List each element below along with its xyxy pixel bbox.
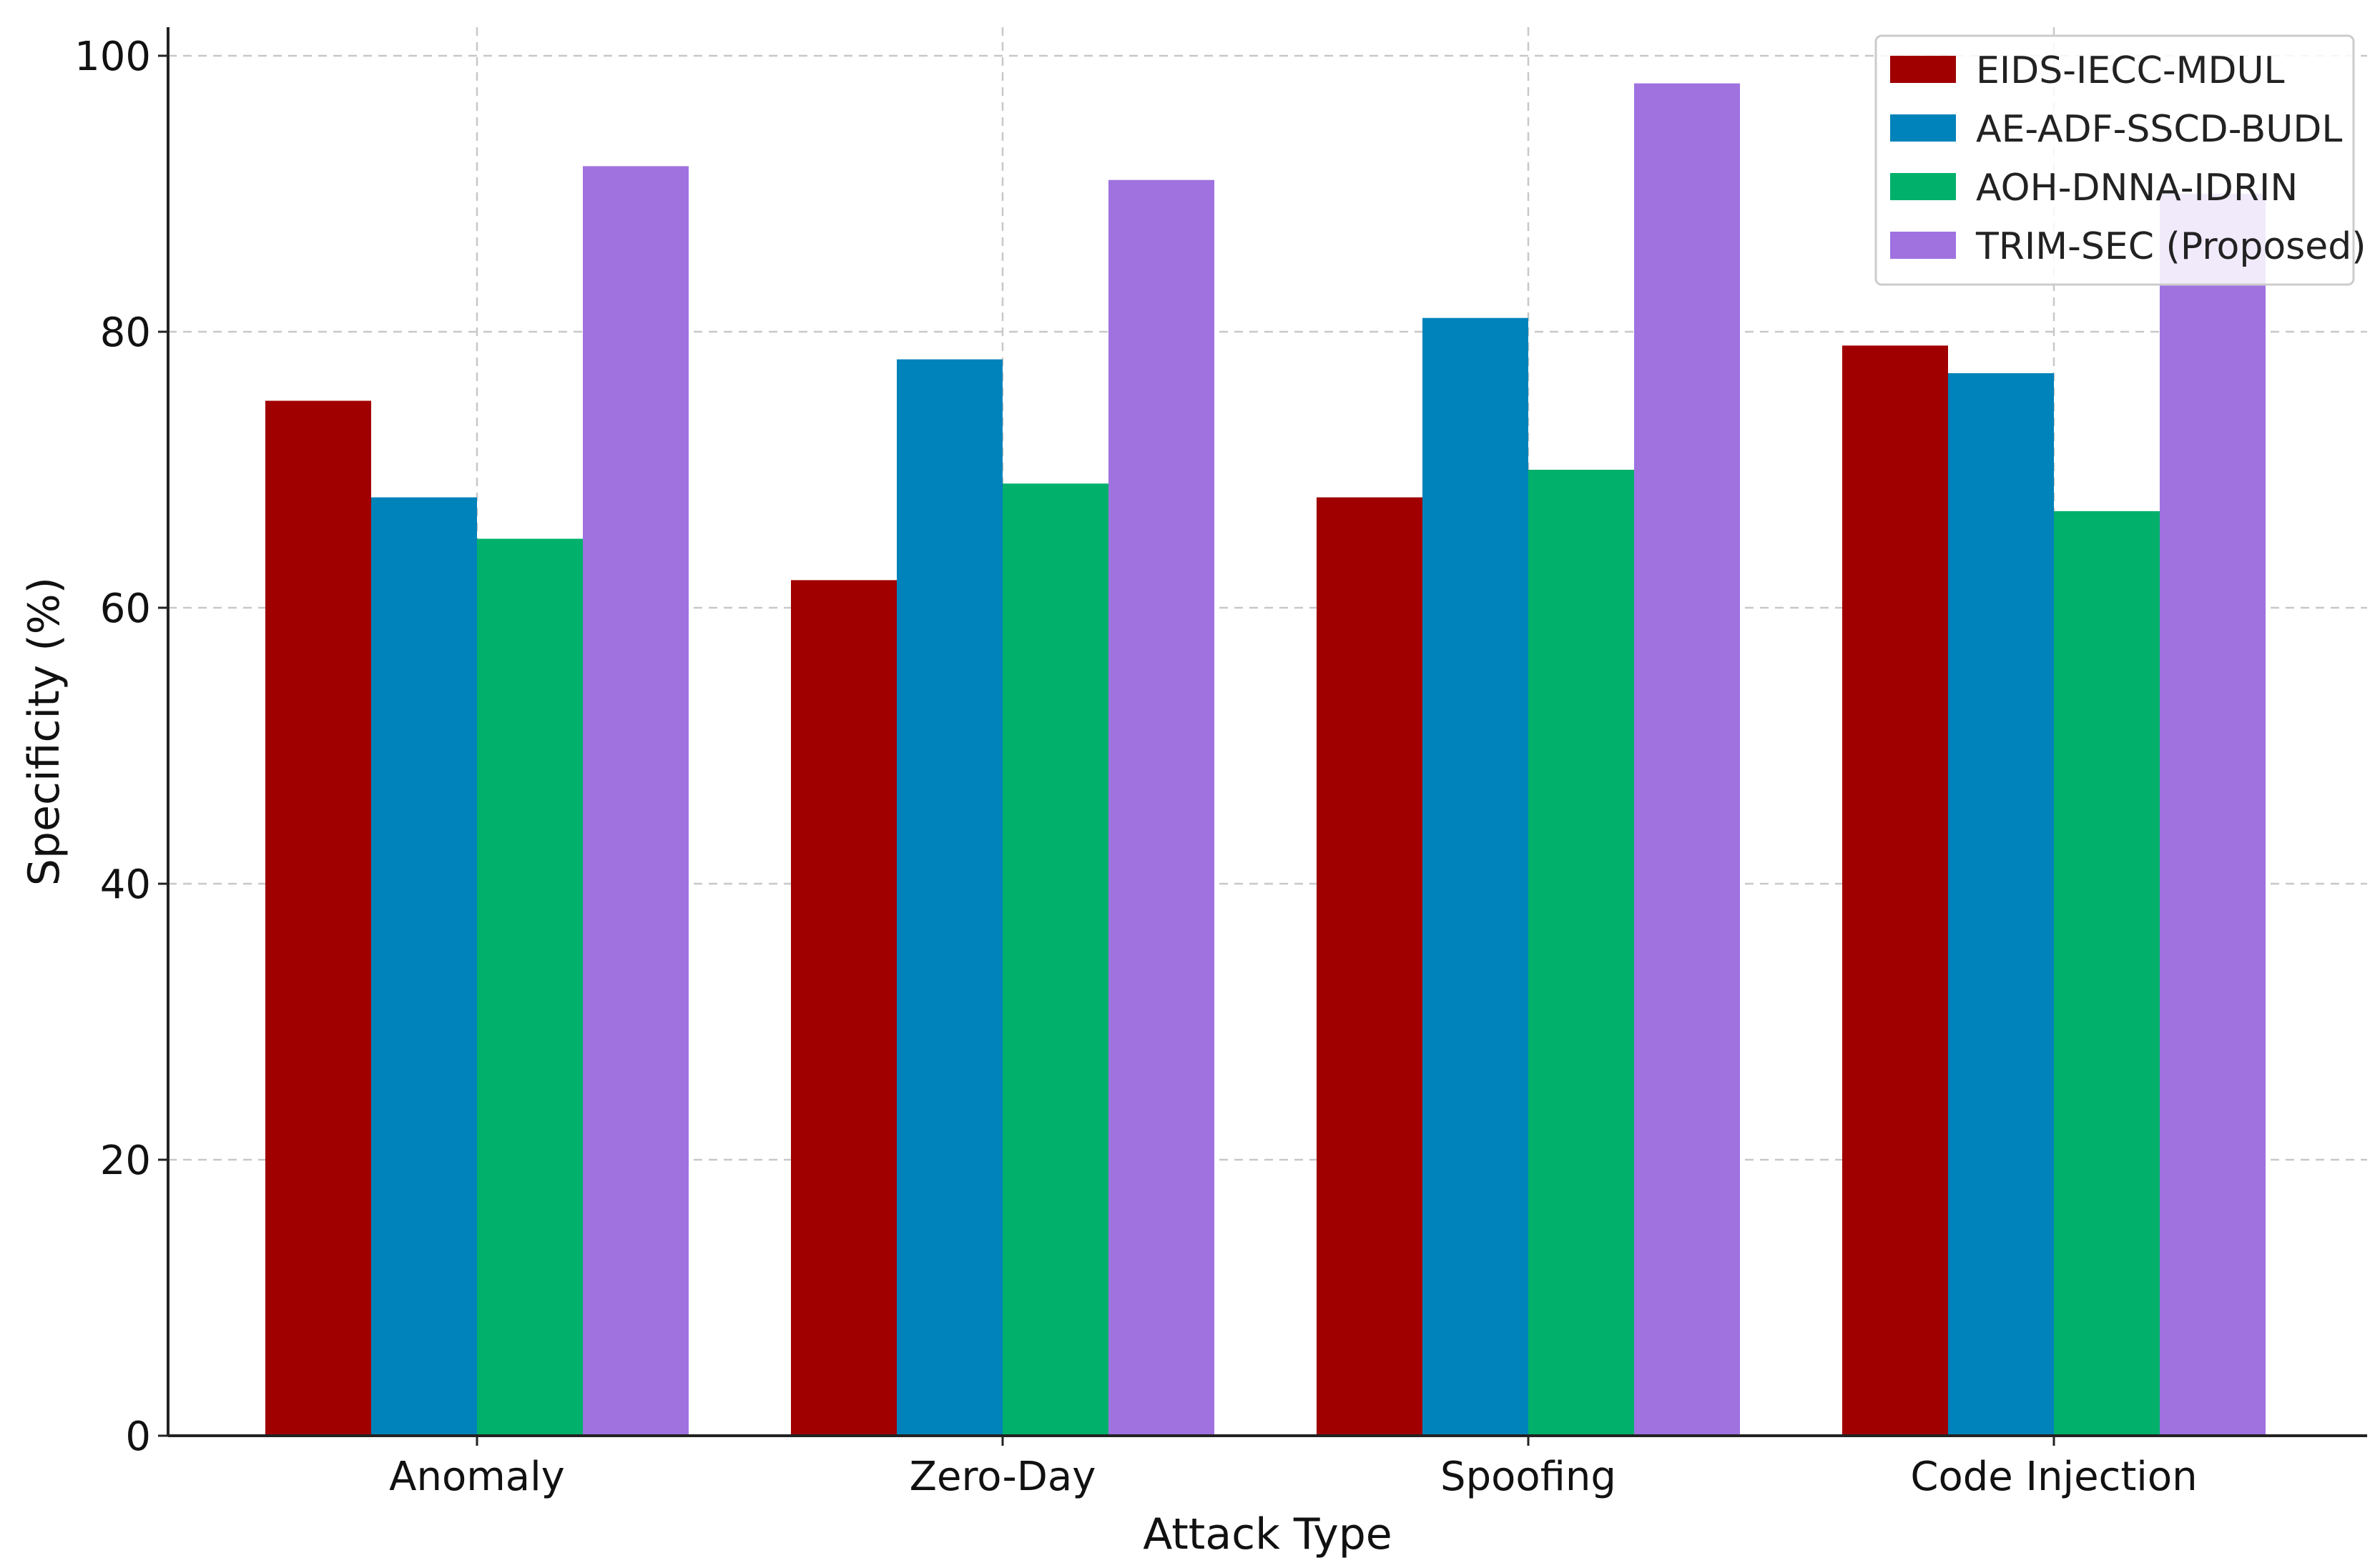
bar-aoh-dnna-idrin-zero-day [1003, 483, 1108, 1436]
bar-ae-adf-sscd-budl-anomaly [371, 497, 477, 1436]
x-tick-label: Spoofing [1440, 1454, 1616, 1500]
y-tick-label: 80 [100, 310, 151, 356]
bar-aoh-dnna-idrin-anomaly [477, 538, 583, 1436]
y-tick-label: 60 [100, 586, 151, 632]
legend-label: TRIM-SEC (Proposed) [1975, 225, 2366, 268]
bar-ae-adf-sscd-budl-spoofing [1422, 317, 1528, 1436]
bar-eids-iecc-mdul-zero-day [791, 580, 897, 1436]
y-tick-label: 0 [125, 1414, 151, 1460]
x-tick-label: Anomaly [389, 1454, 565, 1500]
bar-ae-adf-sscd-budl-code-injection [1948, 373, 2054, 1436]
legend-swatch [1890, 114, 1956, 142]
legend-label: EIDS-IECC-MDUL [1976, 49, 2285, 92]
legend: EIDS-IECC-MDUL AE-ADF-SSCD-BUDL AOH-DNNA-I… [1874, 34, 2366, 286]
bar-trim-sec-proposed-spoofing [1634, 83, 1740, 1436]
legend-box [1874, 34, 2355, 286]
tick-labels: 0 20 40 60 80 100 Anomaly Zero-Day Spoofing Code … [74, 34, 2198, 1500]
bar-eids-iecc-mdul-spoofing [1317, 497, 1422, 1436]
x-tick-label: Zero-Day [910, 1454, 1096, 1500]
axes [167, 27, 2367, 1437]
bar-eids-iecc-mdul-anomaly [265, 400, 371, 1436]
bars [265, 83, 2266, 1436]
legend-swatch [1890, 232, 1956, 259]
x-axis-title: Attack Type [1143, 1509, 1392, 1559]
bar-aoh-dnna-idrin-spoofing [1528, 470, 1634, 1436]
bar-ae-adf-sscd-budl-zero-day [897, 359, 1003, 1436]
bar-trim-sec-proposed-zero-day [1108, 179, 1214, 1436]
legend-swatch [1890, 173, 1956, 200]
legend-label: AE-ADF-SSCD-BUDL [1976, 108, 2342, 151]
x-tick-label: Code Injection [1910, 1454, 2197, 1500]
bar-trim-sec-proposed-anomaly [583, 166, 689, 1436]
bar-aoh-dnna-idrin-code-injection [2054, 511, 2160, 1436]
legend-label: AOH-DNNA-IDRIN [1976, 167, 2298, 209]
y-tick-label: 40 [100, 862, 151, 908]
y-tick-label: 20 [100, 1138, 151, 1184]
legend-swatch [1890, 56, 1956, 83]
y-tick-label: 100 [74, 34, 151, 80]
y-axis-title: Specificity (%) [19, 577, 69, 886]
bar-trim-sec-proposed-code-injection [2160, 194, 2266, 1436]
bar-eids-iecc-mdul-code-injection [1842, 345, 1948, 1436]
